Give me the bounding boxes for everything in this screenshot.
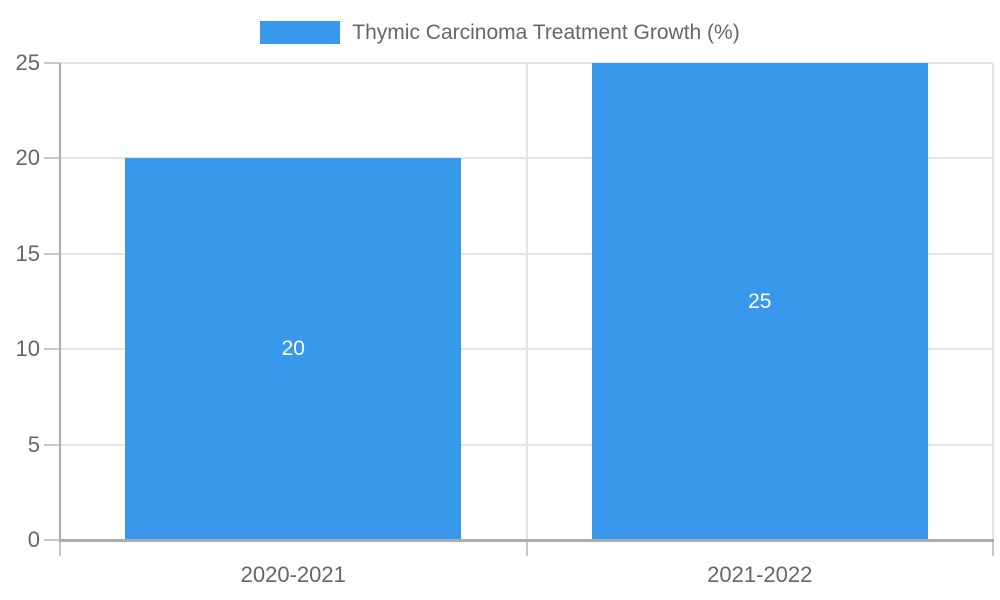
x-tick [59,540,61,556]
bar[interactable] [125,158,462,540]
bar-value-label: 20 [281,337,305,361]
x-tick [992,540,994,556]
legend[interactable]: Thymic Carcinoma Treatment Growth (%) [0,20,1000,45]
gridline-v [992,63,994,540]
y-tick-label: 0 [27,527,40,552]
y-tick [44,252,60,255]
x-tick [525,540,528,556]
y-axis-line [59,63,61,540]
y-tick-label: 15 [15,240,40,266]
bar[interactable] [591,63,928,540]
x-category-label: 2020-2021 [240,562,346,587]
y-tick [44,539,60,541]
bar-value-label: 25 [748,289,772,313]
legend-label: Thymic Carcinoma Treatment Growth (%) [352,21,740,44]
y-tick-label: 5 [27,431,40,457]
y-tick [44,348,60,351]
y-tick [44,157,60,160]
x-category-label: 2021-2022 [707,562,813,587]
y-tick-label: 20 [15,145,40,171]
x-axis-line [59,539,994,542]
y-tick-label: 10 [15,336,40,362]
y-tick-label: 25 [15,50,40,75]
y-tick [44,443,60,446]
legend-swatch [260,21,341,44]
gridline-v [525,63,528,540]
y-tick [44,62,60,64]
